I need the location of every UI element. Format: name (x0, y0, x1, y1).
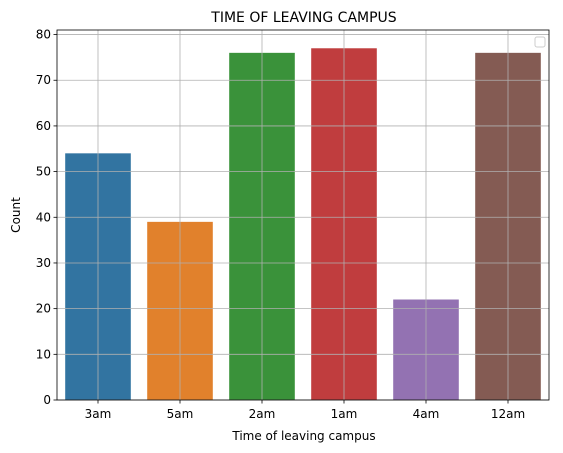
x-tick-label: 1am (331, 407, 358, 421)
y-tick-label: 60 (36, 119, 51, 133)
y-tick-label: 0 (43, 393, 51, 407)
x-tick-label: 3am (85, 407, 112, 421)
y-tick-label: 50 (36, 165, 51, 179)
legend-box (534, 36, 546, 48)
x-tick-label: 2am (249, 407, 276, 421)
x-tick-label: 5am (167, 407, 194, 421)
plot-frame (56, 29, 550, 401)
x-axis-label: Time of leaving campus (231, 429, 375, 443)
y-tick-label: 40 (36, 210, 51, 224)
y-tick-label: 80 (36, 28, 51, 42)
y-tick-label: 20 (36, 302, 51, 316)
chart-title: TIME OF LEAVING CAMPUS (210, 10, 397, 26)
bars (65, 48, 541, 400)
y-tick-label: 10 (36, 347, 51, 361)
y-tick-label: 70 (36, 73, 51, 87)
x-axis-ticks: 3am 5am 2am 1am 4am 12am (85, 400, 525, 421)
x-tick-label: 4am (413, 407, 440, 421)
y-tick-label: 30 (36, 256, 51, 270)
y-axis-label: Count (9, 197, 23, 233)
y-axis-ticks: 0 10 20 30 40 50 60 70 80 (36, 28, 57, 407)
x-tick-label: 12am (491, 407, 525, 421)
